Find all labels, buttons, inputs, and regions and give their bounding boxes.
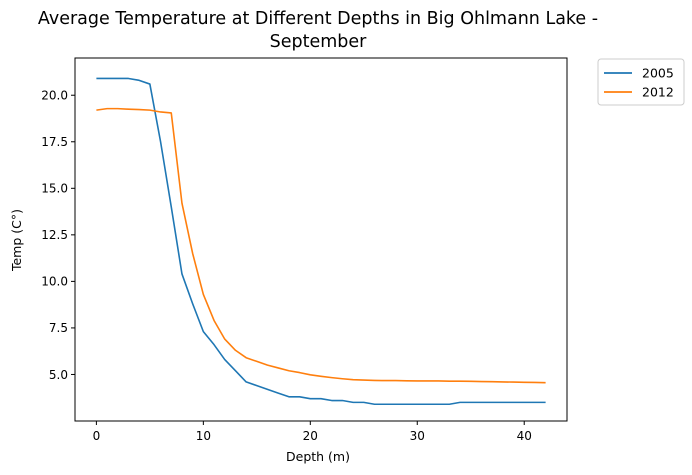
x-tick-label: 20 <box>303 429 318 443</box>
y-tick-label: 7.5 <box>49 321 68 335</box>
chart-title: Average Temperature at Different Depths … <box>38 9 598 52</box>
y-tick-label: 10.0 <box>41 275 68 289</box>
x-axis-label: Depth (m) <box>286 449 350 464</box>
x-tick-label: 0 <box>93 429 101 443</box>
y-tick-label: 15.0 <box>41 182 68 196</box>
y-tick-label: 20.0 <box>41 89 68 103</box>
x-axis-ticks: 0 10 20 30 40 <box>93 421 532 443</box>
series-lines <box>96 77 546 406</box>
x-tick-label: 30 <box>410 429 425 443</box>
y-tick-label: 12.5 <box>41 228 68 242</box>
series-line-2012 <box>96 107 546 384</box>
legend-label-2005: 2005 <box>642 66 674 81</box>
legend-label-2012: 2012 <box>642 85 674 100</box>
x-tick-label: 10 <box>196 429 211 443</box>
series-line-2005 <box>96 77 546 406</box>
legend-box <box>597 58 685 106</box>
y-tick-label: 5.0 <box>49 368 68 382</box>
y-tick-label: 17.5 <box>41 135 68 149</box>
y-axis-label: Temp (C°) <box>9 209 24 272</box>
y-axis-ticks: 5.0 7.5 10.0 12.5 15.0 17.5 20.0 <box>41 89 75 382</box>
legend: 2005 2012 <box>597 58 685 106</box>
x-tick-label: 40 <box>517 429 532 443</box>
chart-title-line-1: Average Temperature at Different Depths … <box>38 9 598 29</box>
chart-title-line-2: September <box>270 32 368 52</box>
plot-frame <box>74 57 568 422</box>
